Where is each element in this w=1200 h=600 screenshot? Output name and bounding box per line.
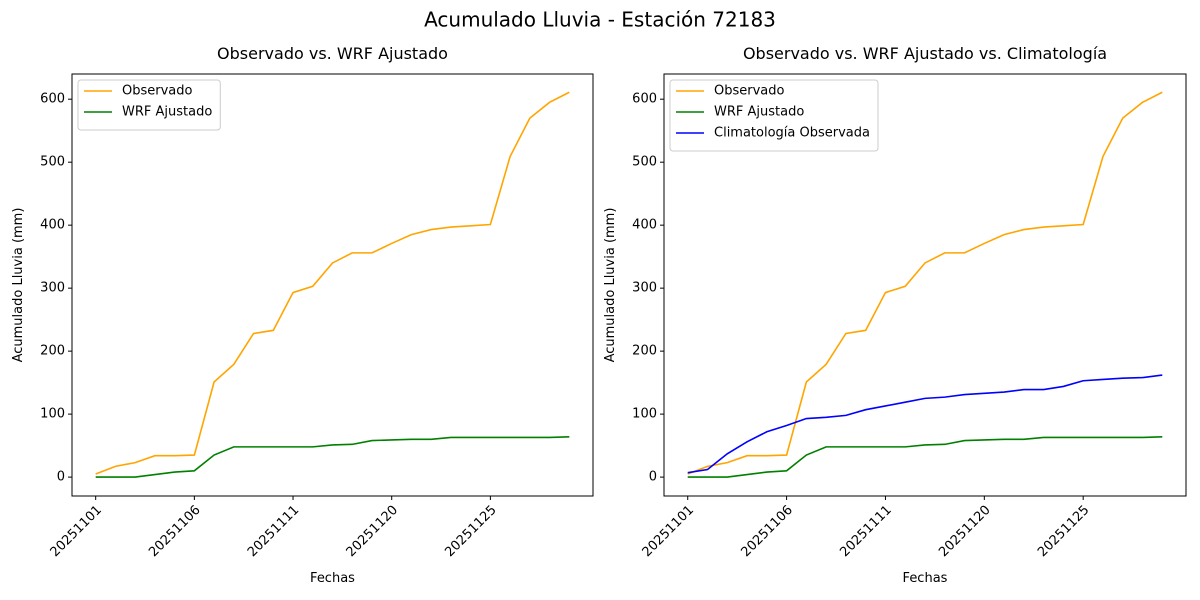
y-tick-label: 400 — [632, 218, 657, 233]
y-tick-label: 0 — [649, 470, 657, 485]
series-line — [95, 91, 570, 475]
series-line — [687, 374, 1163, 474]
figure-title: Acumulado Lluvia - Estación 72183 — [424, 8, 776, 32]
y-tick-label: 100 — [632, 407, 657, 422]
x-tick-label: 20251120 — [344, 503, 401, 560]
x-axis-label: Fechas — [903, 571, 948, 586]
legend-box — [77, 79, 221, 131]
y-tick-label: 200 — [632, 344, 657, 359]
legend-box — [669, 79, 879, 152]
legend: Observado WRF Ajustado Climatología Observ… — [669, 79, 879, 152]
y-tick-label: 300 — [40, 281, 65, 296]
x-tick-label: 20251106 — [738, 503, 795, 560]
x-axis-label: Fechas — [310, 571, 355, 586]
x-tick-label: 20251111 — [837, 503, 894, 560]
x-tick-label: 20251120 — [936, 503, 993, 560]
y-tick-label: 500 — [40, 155, 65, 170]
legend-label: Observado — [122, 84, 193, 99]
y-tick-label: 400 — [40, 218, 65, 233]
legend: Observado WRF Ajustado — [77, 79, 221, 131]
legend-label: Climatología Observada — [714, 126, 870, 141]
x-tick-label: 20251101 — [640, 503, 697, 560]
y-axis-label: Acumulado Lluvia (mm) — [11, 208, 26, 363]
x-tick-label: 20251125 — [1035, 503, 1092, 560]
x-tick-label: 20251101 — [48, 503, 105, 560]
subplot: Observado vs. WRF Ajustado vs. Climatolo… — [603, 44, 1187, 586]
y-tick-label: 0 — [57, 470, 65, 485]
subplot-title: Observado vs. WRF Ajustado vs. Climatolo… — [743, 44, 1107, 63]
y-axis-label: Acumulado Lluvia (mm) — [603, 208, 618, 363]
y-tick-label: 600 — [40, 92, 65, 107]
subplot-title: Observado vs. WRF Ajustado — [217, 44, 448, 63]
series-line — [95, 435, 570, 478]
axes-frame — [663, 73, 1187, 497]
legend-label: WRF Ajustado — [122, 105, 212, 120]
y-tick-label: 300 — [632, 281, 657, 296]
y-tick-label: 600 — [632, 92, 657, 107]
axes-frame — [71, 73, 594, 497]
series-line — [687, 435, 1163, 478]
subplot: Observado vs. WRF Ajustado Acumulado Lluv… — [11, 44, 594, 586]
y-tick-label: 200 — [40, 344, 65, 359]
x-tick-label: 20251111 — [245, 503, 302, 560]
legend-label: WRF Ajustado — [714, 105, 804, 120]
x-tick-label: 20251106 — [146, 503, 203, 560]
legend-label: Observado — [714, 84, 785, 99]
y-tick-label: 500 — [632, 155, 657, 170]
series-line — [687, 91, 1163, 475]
y-tick-label: 100 — [40, 407, 65, 422]
x-tick-label: 20251125 — [442, 503, 499, 560]
